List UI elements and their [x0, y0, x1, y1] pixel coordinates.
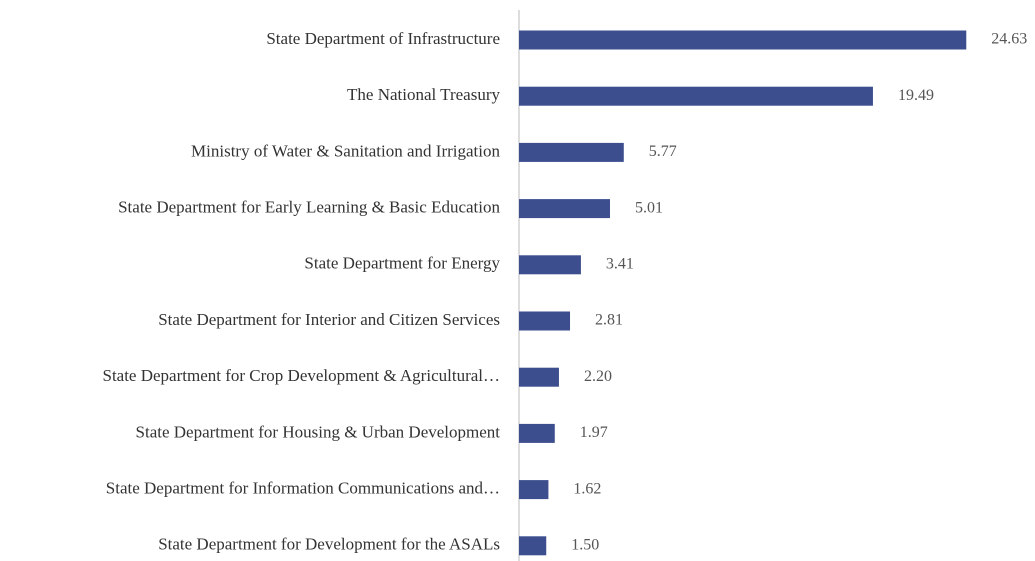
bar	[519, 255, 581, 275]
category-label: The National Treasury	[347, 85, 500, 104]
bar	[519, 480, 549, 500]
category-label: State Department for Energy	[304, 254, 500, 273]
bar	[519, 367, 559, 387]
bar	[519, 423, 555, 443]
value-label: 24.63	[991, 31, 1027, 48]
value-label: 19.49	[898, 87, 934, 104]
category-label: State Department for Crop Development & …	[102, 366, 500, 385]
value-label: 5.01	[635, 199, 663, 216]
value-label: 1.97	[580, 424, 608, 441]
value-label: 3.41	[606, 255, 634, 272]
category-label: State Department for Development for the…	[158, 535, 500, 554]
bar	[519, 311, 571, 331]
category-label: State Department of Infrastructure	[266, 29, 500, 48]
bar	[519, 142, 624, 162]
value-label: 5.77	[649, 143, 677, 160]
value-label: 2.20	[584, 368, 612, 385]
category-label: State Department for Information Communi…	[106, 479, 500, 498]
bar	[519, 199, 610, 219]
bar	[519, 30, 967, 50]
value-label: 1.50	[571, 536, 599, 553]
category-label: State Department for Interior and Citize…	[158, 310, 500, 329]
value-label: 2.81	[595, 312, 623, 329]
bar	[519, 536, 547, 556]
category-label: State Department for Housing & Urban Dev…	[136, 422, 501, 441]
bar	[519, 86, 873, 106]
value-label: 1.62	[573, 480, 601, 497]
category-label: Ministry of Water & Sanitation and Irrig…	[191, 141, 500, 160]
category-label: State Department for Early Learning & Ba…	[118, 198, 500, 217]
